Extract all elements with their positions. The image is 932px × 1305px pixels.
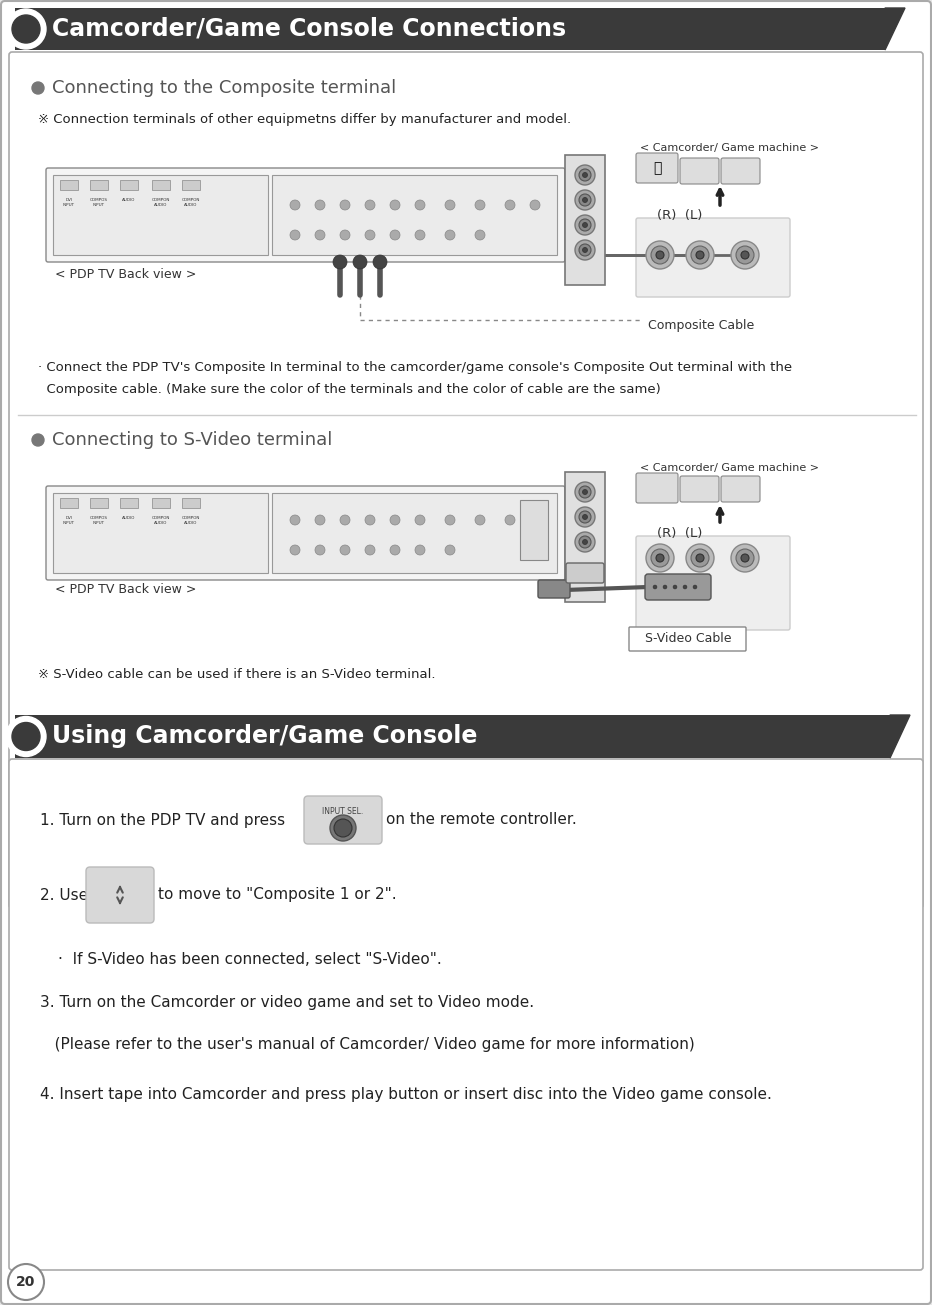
Circle shape	[12, 723, 40, 750]
Circle shape	[582, 248, 587, 252]
Bar	[272, 493, 557, 573]
Polygon shape	[890, 715, 910, 758]
Circle shape	[579, 194, 591, 206]
Text: (Please refer to the user's manual of Camcorder/ Video game for more information: (Please refer to the user's manual of Ca…	[40, 1037, 694, 1053]
Text: COMPON
AUDIO: COMPON AUDIO	[152, 198, 171, 206]
Circle shape	[651, 549, 669, 566]
Circle shape	[646, 241, 674, 269]
Circle shape	[445, 230, 455, 240]
Circle shape	[691, 247, 709, 264]
Circle shape	[290, 545, 300, 555]
Circle shape	[340, 200, 350, 210]
Circle shape	[731, 241, 759, 269]
Circle shape	[653, 585, 657, 589]
FancyBboxPatch shape	[636, 153, 678, 183]
Circle shape	[582, 539, 587, 544]
Circle shape	[646, 544, 674, 572]
Circle shape	[673, 585, 677, 589]
Circle shape	[656, 555, 664, 562]
Text: 3. Turn on the Camcorder or video game and set to Video mode.: 3. Turn on the Camcorder or video game a…	[40, 996, 534, 1010]
Circle shape	[315, 230, 325, 240]
FancyBboxPatch shape	[645, 574, 711, 600]
FancyBboxPatch shape	[721, 158, 760, 184]
Circle shape	[340, 515, 350, 525]
Circle shape	[315, 545, 325, 555]
Circle shape	[575, 532, 595, 552]
Bar	[53, 493, 268, 573]
Bar	[53, 175, 268, 254]
Text: Connecting to the Composite terminal: Connecting to the Composite terminal	[52, 80, 396, 97]
Text: on the remote controller.: on the remote controller.	[386, 813, 577, 827]
Text: < Camcorder/ Game machine >: < Camcorder/ Game machine >	[640, 463, 819, 472]
Text: 20: 20	[17, 1275, 35, 1289]
Text: 📷: 📷	[652, 161, 661, 175]
Circle shape	[575, 482, 595, 502]
Bar	[182, 180, 200, 191]
Circle shape	[415, 515, 425, 525]
Circle shape	[390, 230, 400, 240]
FancyBboxPatch shape	[680, 476, 719, 502]
Text: 2. Use: 2. Use	[40, 887, 89, 903]
Circle shape	[365, 545, 375, 555]
Circle shape	[736, 549, 754, 566]
Circle shape	[579, 536, 591, 548]
Bar	[90, 499, 108, 508]
Circle shape	[365, 515, 375, 525]
Circle shape	[530, 200, 540, 210]
Text: COMPON
AUDIO: COMPON AUDIO	[152, 515, 171, 525]
Circle shape	[582, 222, 587, 227]
Circle shape	[579, 219, 591, 231]
FancyBboxPatch shape	[86, 867, 154, 923]
FancyBboxPatch shape	[9, 52, 923, 908]
Text: ·  If S-Video has been connected, select "S-Video".: · If S-Video has been connected, select …	[58, 953, 442, 967]
Circle shape	[6, 716, 46, 757]
Circle shape	[505, 515, 515, 525]
Circle shape	[530, 515, 540, 525]
FancyBboxPatch shape	[46, 168, 565, 262]
Text: < PDP TV Back view >: < PDP TV Back view >	[55, 583, 197, 596]
Text: Composite Cable: Composite Cable	[648, 318, 754, 331]
Text: · Connect the PDP TV's Composite In terminal to the camcorder/game console's Com: · Connect the PDP TV's Composite In term…	[38, 361, 792, 375]
Circle shape	[8, 1265, 44, 1300]
Bar	[60, 499, 78, 508]
FancyBboxPatch shape	[680, 158, 719, 184]
Circle shape	[340, 230, 350, 240]
Polygon shape	[885, 8, 905, 50]
Circle shape	[579, 170, 591, 181]
Circle shape	[445, 545, 455, 555]
Text: S-Video Cable: S-Video Cable	[645, 633, 732, 646]
Text: (R)  (L): (R) (L)	[657, 526, 703, 539]
Circle shape	[290, 230, 300, 240]
Circle shape	[290, 200, 300, 210]
FancyBboxPatch shape	[629, 626, 746, 651]
Text: ※ Connection terminals of other equipmetns differ by manufacturer and model.: ※ Connection terminals of other equipmet…	[38, 114, 571, 127]
Text: DVI
INPUT: DVI INPUT	[63, 515, 75, 525]
Bar	[272, 175, 557, 254]
Circle shape	[575, 240, 595, 260]
Circle shape	[32, 82, 44, 94]
Circle shape	[475, 200, 485, 210]
Circle shape	[696, 251, 704, 258]
Circle shape	[736, 247, 754, 264]
Circle shape	[340, 545, 350, 555]
Circle shape	[582, 514, 587, 519]
Circle shape	[32, 435, 44, 446]
Circle shape	[315, 200, 325, 210]
FancyBboxPatch shape	[636, 472, 678, 502]
Circle shape	[656, 251, 664, 258]
Text: 4. Insert tape into Camcorder and press play button or insert disc into the Vide: 4. Insert tape into Camcorder and press …	[40, 1087, 772, 1103]
FancyBboxPatch shape	[566, 562, 604, 583]
Text: < PDP TV Back view >: < PDP TV Back view >	[55, 268, 197, 281]
Circle shape	[582, 197, 587, 202]
Circle shape	[731, 544, 759, 572]
Text: Connecting to S-Video terminal: Connecting to S-Video terminal	[52, 431, 333, 449]
Circle shape	[415, 545, 425, 555]
Circle shape	[415, 230, 425, 240]
Text: COMPON
AUDIO: COMPON AUDIO	[182, 515, 200, 525]
Bar	[15, 715, 890, 758]
FancyBboxPatch shape	[721, 476, 760, 502]
Bar	[520, 500, 548, 560]
Text: Camcorder/Game Console Connections: Camcorder/Game Console Connections	[52, 17, 566, 40]
Text: COMPOS
INPUT: COMPOS INPUT	[90, 198, 108, 206]
